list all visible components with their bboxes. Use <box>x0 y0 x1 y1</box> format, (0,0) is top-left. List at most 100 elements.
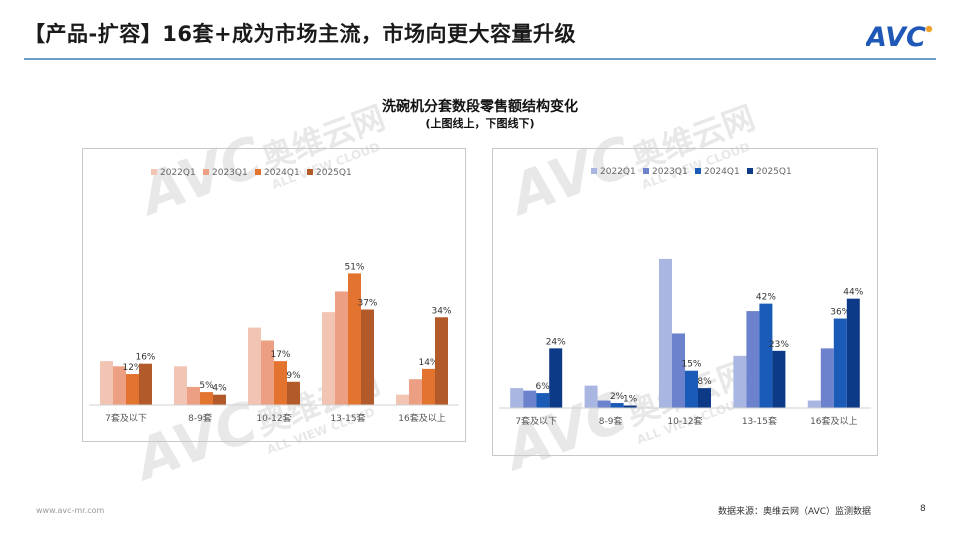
data-label: 14% <box>418 358 438 368</box>
data-label: 1% <box>623 395 638 405</box>
data-label: 51% <box>344 262 364 272</box>
bar <box>523 390 537 408</box>
bar <box>610 403 624 408</box>
bar <box>549 348 563 408</box>
bar <box>174 366 187 405</box>
page-title: 【产品-扩容】16套+成为市场主流，市场向更大容量升级 <box>24 22 577 46</box>
bar <box>672 333 685 408</box>
x-tick-label: 13-15套 <box>742 415 777 427</box>
bar <box>597 400 611 408</box>
data-label: 17% <box>270 350 290 360</box>
data-label: 37% <box>357 299 377 309</box>
bar <box>335 291 348 405</box>
bar <box>733 355 747 408</box>
x-tick-label: 10-12套 <box>256 412 291 424</box>
avc-logo: AVC <box>866 22 933 52</box>
bar <box>584 385 598 408</box>
bar <box>685 370 698 408</box>
data-label: 2% <box>610 392 625 402</box>
legend-swatch <box>643 168 649 174</box>
x-tick-label: 16套及以上 <box>810 415 857 427</box>
data-label: 8% <box>697 377 712 387</box>
legend-label: 2024Q1 <box>264 168 300 178</box>
data-label: 15% <box>681 360 701 370</box>
data-label: 16% <box>135 353 155 363</box>
offline-chart-panel: 2022Q1 2023Q1 2024Q1 2025Q1 6% 24% 7套及以下 2% 1% 8-… <box>492 148 878 456</box>
legend-swatch <box>307 169 313 175</box>
x-tick-label: 13-15套 <box>330 412 365 424</box>
bar <box>698 388 711 408</box>
bar <box>261 340 274 405</box>
bar <box>361 309 374 405</box>
legend-label: 2025Q1 <box>316 168 352 178</box>
data-label: 6% <box>536 382 551 392</box>
bar <box>213 394 226 405</box>
data-label: 23% <box>769 340 789 350</box>
bar <box>322 312 335 405</box>
data-source-note: 数据来源：奥维云网（AVC）监测数据 <box>718 507 872 517</box>
legend-label: 2022Q1 <box>600 167 636 177</box>
chart-subtitle: (上图线上，下图线下) <box>425 117 535 130</box>
bar <box>623 405 637 408</box>
offline-bar-chart: 2022Q1 2023Q1 2024Q1 2025Q1 6% 24% 7套及以下 2%1%8-… <box>499 167 871 427</box>
bar <box>187 386 200 405</box>
data-label: 42% <box>756 293 776 303</box>
legend-swatch <box>591 168 597 174</box>
bar <box>759 303 773 408</box>
avc-logo-dot <box>925 25 933 33</box>
bar <box>833 318 847 408</box>
page-number: 8 <box>920 504 926 514</box>
chart-title: 洗碗机分套数段零售额结构变化 <box>382 99 578 115</box>
legend-swatch <box>695 168 701 174</box>
bar <box>348 273 361 405</box>
bar <box>536 393 550 408</box>
legend-swatch <box>747 168 753 174</box>
data-label: 4% <box>212 384 227 394</box>
data-label: 44% <box>843 288 863 298</box>
bar <box>746 311 760 408</box>
x-tick-label: 10-12套 <box>667 415 702 427</box>
legend-swatch <box>255 169 261 175</box>
legend-label: 2023Q1 <box>212 168 248 178</box>
data-label: 24% <box>546 337 566 347</box>
header-divider <box>24 58 936 60</box>
bar <box>807 400 821 408</box>
bar <box>409 379 422 405</box>
legend-swatch <box>203 169 209 175</box>
bar <box>287 381 300 405</box>
legend-swatch <box>151 169 157 175</box>
bar <box>659 258 672 408</box>
bar <box>820 348 834 408</box>
legend-label: 2025Q1 <box>756 167 792 177</box>
data-label: 9% <box>286 371 301 381</box>
bar <box>274 361 287 405</box>
legend-label: 2022Q1 <box>160 168 196 178</box>
bar <box>435 317 448 405</box>
footer-url: www.avc-mr.com <box>36 506 105 515</box>
bar <box>422 368 435 405</box>
bar <box>126 374 139 405</box>
bar <box>113 366 126 405</box>
data-label: 5% <box>199 381 214 391</box>
legend-label: 2024Q1 <box>704 167 740 177</box>
online-chart-panel: 2022Q1 2023Q1 2024Q1 2025Q1 12% 16% 7套及以下 5% 4% 8… <box>82 148 466 442</box>
online-bar-chart: 2022Q1 2023Q1 2024Q1 2025Q1 12%16% 7套及以下 5%4% 8… <box>89 168 459 424</box>
x-tick-label: 7套及以下 <box>515 415 557 427</box>
bar <box>139 363 152 405</box>
data-label: 34% <box>431 306 451 316</box>
bar <box>100 361 113 405</box>
data-label: 36% <box>830 308 850 318</box>
avc-logo-text: AVC <box>866 22 926 52</box>
data-label: 12% <box>122 363 142 373</box>
bar <box>510 388 524 408</box>
bar <box>772 350 786 408</box>
x-tick-label: 16套及以上 <box>398 412 445 424</box>
x-tick-label: 8-9套 <box>599 415 623 427</box>
x-tick-label: 8-9套 <box>188 412 212 424</box>
bar <box>396 394 409 405</box>
bar <box>200 392 213 405</box>
legend-label: 2023Q1 <box>652 167 688 177</box>
bar <box>248 327 261 405</box>
bar <box>846 298 860 408</box>
x-tick-label: 7套及以下 <box>105 412 147 424</box>
